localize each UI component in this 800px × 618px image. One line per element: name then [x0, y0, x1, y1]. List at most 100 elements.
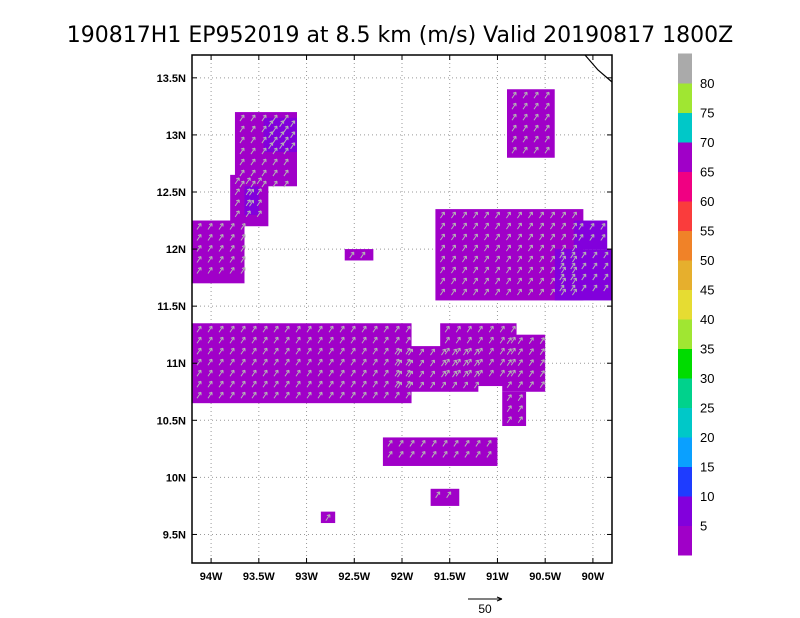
wind-arrow [450, 233, 456, 241]
wind-arrow [196, 267, 202, 274]
wind-arrow [549, 288, 555, 296]
reference-label: 50 [478, 602, 492, 616]
wind-arrow [394, 325, 400, 333]
wind-arrow [560, 233, 566, 241]
wind-arrow [517, 416, 523, 424]
wind-arrow [571, 255, 577, 263]
wind-arrow [570, 284, 576, 292]
wind-arrow [455, 336, 461, 344]
wind-arrow [522, 91, 528, 99]
wind-arrow [506, 348, 512, 355]
wind-arrow [505, 266, 511, 274]
wind-arrow [589, 223, 595, 230]
wind-arrow [383, 325, 389, 333]
wind-arrow [290, 131, 296, 139]
wind-arrow [435, 491, 441, 499]
wind-arrow [420, 439, 426, 447]
wind-arrow [250, 136, 256, 144]
wind-arrow [506, 394, 512, 402]
wind-arrow [592, 262, 598, 270]
wind-arrow [533, 113, 539, 121]
wind-arrow [455, 325, 461, 333]
wind-arrow [477, 358, 483, 366]
wind-arrow [463, 348, 468, 356]
wind-arrow [256, 210, 262, 218]
wind-arrow [229, 267, 235, 274]
wind-arrow [549, 255, 555, 263]
wind-arrow [261, 114, 267, 122]
wind-arrow [560, 255, 566, 263]
wind-arrow [408, 359, 413, 367]
wind-arrow [472, 277, 478, 285]
wind-arrow [581, 273, 587, 281]
wind-arrow [439, 233, 445, 241]
wind-arrow [405, 391, 411, 399]
wind-arrow [517, 405, 523, 413]
wind-arrow [273, 325, 279, 333]
chart-title: 190817H1 EP952019 at 8.5 km (m/s) Valid … [67, 23, 733, 48]
wind-arrow [527, 288, 533, 296]
wind-arrow [570, 273, 576, 281]
wind-arrow [397, 348, 402, 356]
wind-arrow [295, 325, 301, 333]
wind-arrow [250, 147, 256, 155]
wind-arrow [430, 359, 435, 367]
wind-arrow [249, 188, 254, 196]
wind-arrow [477, 325, 483, 333]
wind-arrow [494, 277, 500, 285]
wind-arrow [283, 158, 289, 166]
colorbar-segment-2 [678, 466, 692, 497]
wind-arrow [240, 256, 246, 263]
wind-arrow [477, 347, 483, 355]
colorbar-segment-9 [678, 260, 692, 290]
wind-arrow [522, 102, 528, 110]
wind-arrow [339, 391, 345, 399]
colorbar-label-4: 25 [700, 401, 714, 416]
wind-arrow [262, 380, 268, 388]
wind-arrow [268, 131, 274, 139]
wind-arrow [499, 325, 505, 333]
wind-arrow [383, 336, 389, 344]
wind-arrow [245, 188, 251, 196]
wind-arrow [544, 146, 550, 154]
wind-arrow [455, 358, 461, 366]
wind-arrow [570, 262, 576, 270]
wind-arrow [505, 222, 511, 230]
wind-arrow [559, 273, 565, 281]
wind-arrow [603, 262, 609, 270]
wind-arrow [450, 211, 456, 219]
wind-arrow [284, 391, 290, 399]
wind-arrow [239, 158, 245, 166]
wind-arrow [284, 380, 290, 388]
wind-arrow [408, 348, 413, 356]
wind-arrow [196, 369, 202, 377]
wind-arrow [245, 177, 251, 185]
wind-arrow [522, 135, 528, 143]
wind-arrow [483, 255, 489, 263]
wind-arrow [600, 234, 606, 241]
wind-arrow [494, 288, 500, 296]
wind-arrow [350, 336, 356, 344]
wind-arrow [196, 256, 202, 263]
wind-arrow [372, 336, 378, 344]
wind-arrow [256, 177, 262, 185]
wind-arrow [549, 266, 555, 274]
wind-arrow [262, 369, 268, 377]
wind-arrow [461, 277, 467, 285]
colorbar-segment-15 [678, 83, 692, 113]
wind-arrow [517, 381, 523, 388]
wind-arrow [207, 234, 213, 241]
wind-arrow [461, 244, 467, 252]
wind-arrow [483, 244, 489, 252]
wind-arrow [517, 337, 523, 344]
wind-arrow [466, 358, 472, 366]
wind-arrow [533, 91, 539, 99]
wind-arrow [444, 369, 450, 377]
x-tick-label-3: 92.5W [338, 571, 370, 583]
wind-arrow [549, 277, 555, 285]
wind-arrow [218, 245, 224, 252]
wind-arrow [196, 245, 202, 252]
wind-arrow [207, 358, 213, 366]
wind-arrow [522, 113, 528, 121]
wind-arrow [533, 124, 539, 132]
